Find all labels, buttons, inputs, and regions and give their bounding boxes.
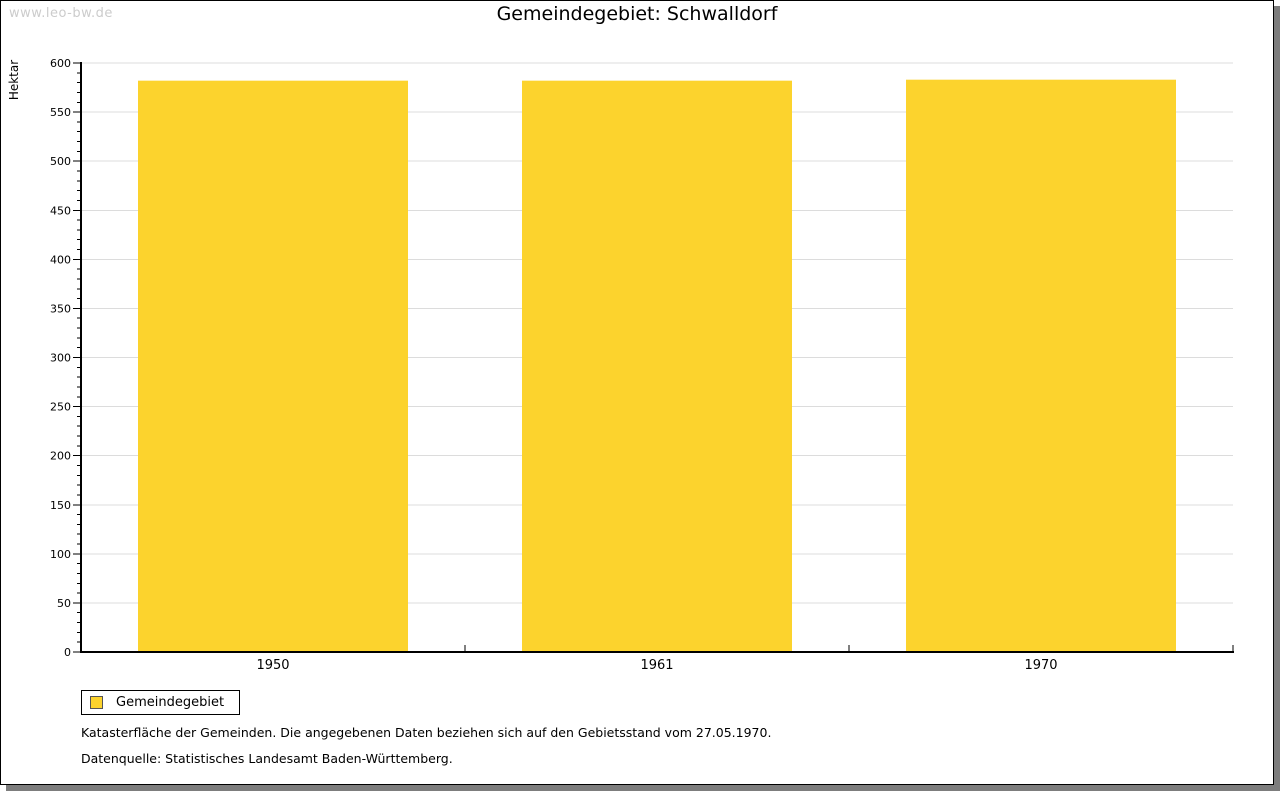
legend: Gemeindegebiet — [81, 690, 241, 715]
svg-text:350: 350 — [50, 302, 71, 315]
svg-text:600: 600 — [50, 57, 71, 70]
svg-text:300: 300 — [50, 352, 71, 365]
svg-text:1970: 1970 — [1024, 658, 1057, 673]
svg-text:500: 500 — [50, 155, 71, 168]
svg-text:250: 250 — [50, 401, 71, 414]
legend-label: Gemeindegebiet — [116, 695, 225, 710]
svg-text:200: 200 — [50, 450, 71, 463]
svg-text:450: 450 — [50, 204, 71, 217]
svg-text:100: 100 — [50, 548, 71, 561]
watermark: www.leo-bw.de — [9, 6, 113, 21]
svg-text:550: 550 — [50, 106, 71, 119]
svg-text:0: 0 — [64, 646, 71, 659]
svg-text:150: 150 — [50, 499, 71, 512]
legend-swatch-icon — [90, 696, 103, 709]
svg-text:1950: 1950 — [256, 658, 289, 673]
svg-text:50: 50 — [57, 597, 71, 610]
footnote-source-note: Katasterfläche der Gemeinden. Die angege… — [81, 725, 772, 740]
footnote-data-source: Datenquelle: Statistisches Landesamt Bad… — [81, 751, 453, 766]
svg-text:1961: 1961 — [640, 658, 673, 673]
svg-text:400: 400 — [50, 253, 71, 266]
chart-title: Gemeindegebiet: Schwalldorf — [496, 3, 778, 25]
